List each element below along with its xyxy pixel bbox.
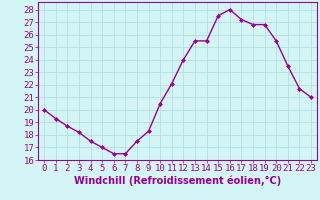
X-axis label: Windchill (Refroidissement éolien,°C): Windchill (Refroidissement éolien,°C) [74, 176, 281, 186]
